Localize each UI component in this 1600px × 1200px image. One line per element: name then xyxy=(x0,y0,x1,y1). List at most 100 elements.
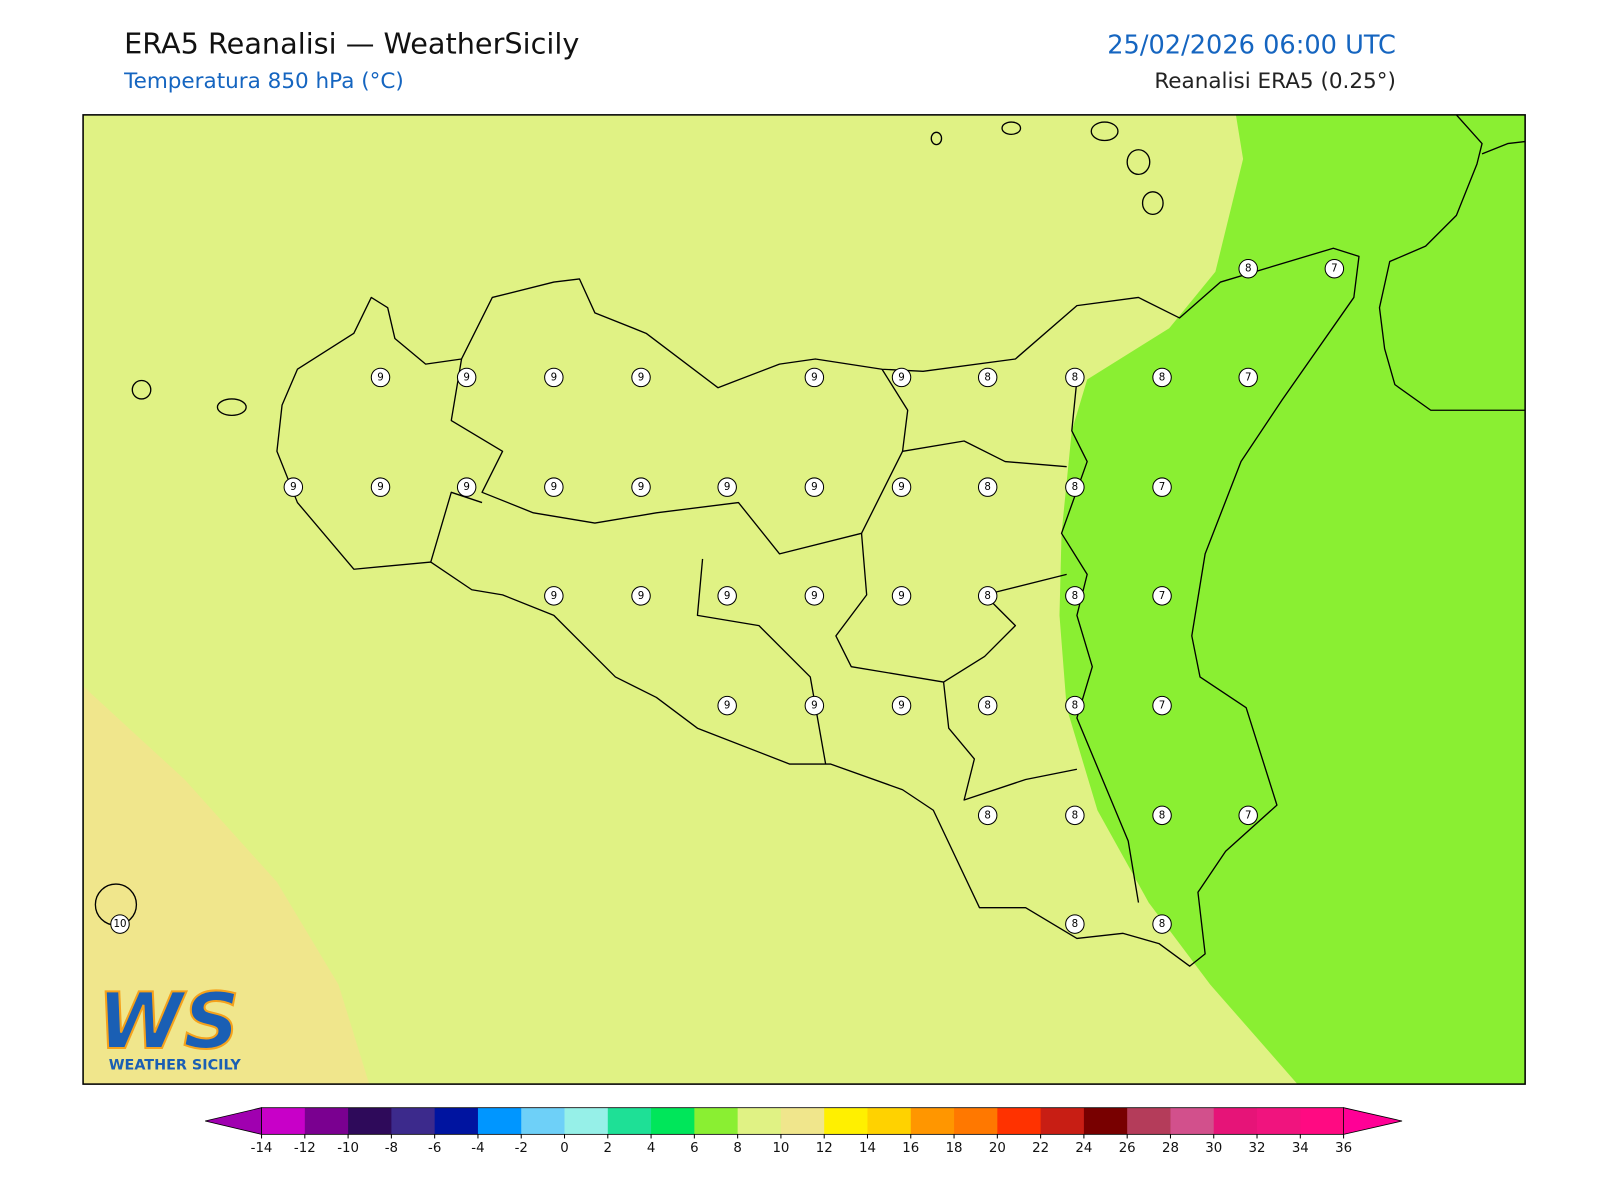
station: 7 xyxy=(1152,586,1172,606)
station-marker xyxy=(1238,805,1258,826)
station-marker xyxy=(1152,367,1172,388)
station-marker xyxy=(1152,477,1172,497)
colorbar-segment xyxy=(1083,1107,1128,1135)
logo-caption: WEATHER SICILY xyxy=(109,1058,242,1074)
field-6-8 xyxy=(1059,114,1526,1085)
station-marker xyxy=(544,367,564,388)
island xyxy=(1001,121,1022,136)
station-value: 10 xyxy=(113,918,126,930)
island xyxy=(216,398,247,417)
colorbar-tick-label: 16 xyxy=(902,1141,919,1156)
station: 9 xyxy=(456,367,477,388)
station-value: 9 xyxy=(811,481,818,493)
station-marker xyxy=(977,477,998,497)
station: 9 xyxy=(804,586,825,606)
colorbar-tick-label: -12 xyxy=(294,1141,316,1156)
station-marker xyxy=(370,367,391,388)
colorbar-tick-label: -4 xyxy=(471,1141,484,1156)
colorbar-segment xyxy=(997,1107,1042,1135)
station-value: 8 xyxy=(1072,481,1079,493)
station: 9 xyxy=(891,586,912,606)
island xyxy=(1090,121,1119,142)
station: 7 xyxy=(1152,477,1172,497)
colorbar-tick-label: 0 xyxy=(560,1141,568,1156)
station-value: 9 xyxy=(811,371,818,383)
station-value: 9 xyxy=(724,590,731,602)
station-value: 7 xyxy=(1159,700,1166,712)
station-marker xyxy=(1065,914,1085,934)
colorbar-tick-label: 12 xyxy=(816,1141,833,1156)
station-marker xyxy=(891,586,912,606)
station: 8 xyxy=(1065,695,1085,716)
colorbar-tick-label: 14 xyxy=(859,1141,876,1156)
island xyxy=(131,379,152,400)
subtitle: Temperatura 850 hPa (°C) xyxy=(123,69,404,94)
station-marker xyxy=(804,477,825,497)
colorbar-segment xyxy=(780,1107,825,1135)
station: 9 xyxy=(283,477,304,497)
station-marker xyxy=(1152,695,1172,716)
province-boundary xyxy=(1060,379,1140,903)
station: 7 xyxy=(1152,695,1172,716)
colorbar-segment xyxy=(651,1107,695,1135)
station-value: 7 xyxy=(1159,481,1166,493)
station: 7 xyxy=(1238,367,1258,388)
station: 8 xyxy=(977,586,998,606)
station: 8 xyxy=(977,477,998,497)
colorbar-tick-label: 10 xyxy=(772,1141,789,1156)
station-value: 9 xyxy=(898,590,905,602)
colorbar-tick-label: 24 xyxy=(1075,1141,1092,1156)
station: 9 xyxy=(804,367,825,388)
station: 8 xyxy=(1065,367,1085,388)
station: 8 xyxy=(1065,914,1085,934)
station-marker xyxy=(804,695,825,716)
station-marker xyxy=(1238,258,1258,279)
station-marker xyxy=(977,805,998,826)
station: 8 xyxy=(1065,477,1085,497)
island xyxy=(930,131,943,146)
station: 9 xyxy=(717,586,737,606)
calabria-coast-east xyxy=(1481,140,1526,155)
stations: 8 7 9 9 9 9 9 9 8 8 8 7 9 9 9 9 9 9 9 9 8 8 7 9 9 9 9 9 8 8 7 9 9 9 8 8 7 8 8 8… xyxy=(110,258,1345,934)
station-value: 9 xyxy=(463,371,470,383)
station-value: 9 xyxy=(898,371,905,383)
province-boundary xyxy=(881,368,1067,468)
station-marker xyxy=(370,477,391,497)
station: 8 xyxy=(1152,805,1172,826)
colorbar-tick-label: 20 xyxy=(989,1141,1006,1156)
station-value: 9 xyxy=(638,590,645,602)
station: 9 xyxy=(717,477,737,497)
station-value: 9 xyxy=(290,481,297,493)
station-marker xyxy=(891,367,912,388)
station: 9 xyxy=(891,695,912,716)
station-marker xyxy=(1065,367,1085,388)
province-boundary xyxy=(942,681,1078,801)
colorbar-segment xyxy=(824,1107,868,1135)
station-value: 9 xyxy=(551,371,558,383)
station-marker xyxy=(1065,477,1085,497)
colorbar-segment xyxy=(607,1107,652,1135)
colorbar-extend-high xyxy=(1343,1107,1403,1135)
colorbar-segment xyxy=(1257,1107,1301,1135)
colorbar-segment xyxy=(737,1107,782,1135)
colorbar-tick-label: 4 xyxy=(647,1141,655,1156)
station-marker xyxy=(717,695,737,716)
station: 9 xyxy=(804,477,825,497)
station-value: 8 xyxy=(984,371,991,383)
station-value: 7 xyxy=(1245,371,1252,383)
colorbar-segment xyxy=(521,1107,566,1135)
calabria-coast xyxy=(1378,114,1526,411)
colorbar-tick-label: 28 xyxy=(1162,1141,1179,1156)
colorbar-segment xyxy=(304,1107,349,1135)
station: 9 xyxy=(631,586,651,606)
station-marker xyxy=(1238,367,1258,388)
colorbar-tick-label: 6 xyxy=(690,1141,698,1156)
station: 7 xyxy=(1324,258,1345,279)
station-value: 9 xyxy=(898,700,905,712)
station-marker xyxy=(631,477,651,497)
colorbar-segment xyxy=(1127,1107,1171,1135)
colorbar-segment xyxy=(564,1107,609,1135)
logo-mark: WS xyxy=(97,977,239,1067)
